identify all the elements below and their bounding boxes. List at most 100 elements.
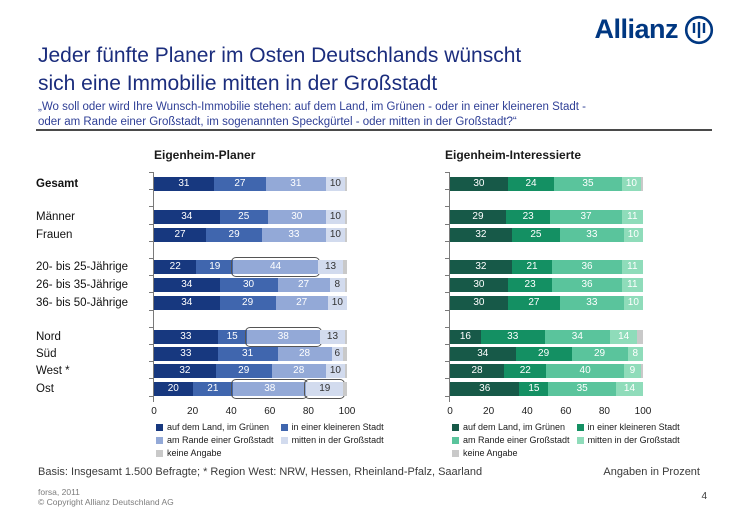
bar-segment: 10	[623, 228, 643, 242]
bar-row: 31 27 31 10	[154, 177, 347, 191]
page-title: Jeder fünfte Planer im Osten Deutschland…	[38, 42, 521, 98]
y-axis-line	[153, 172, 154, 402]
bar-segment: 30	[219, 278, 278, 292]
x-axis-tick-label: 40	[521, 406, 533, 417]
bar-row: 22 19 44 13	[154, 257, 347, 277]
page-number: 4	[701, 491, 707, 502]
bar-segment: 34	[450, 347, 516, 361]
bar-segment: 35	[554, 177, 622, 191]
x-axis-tick-label: 60	[560, 406, 572, 417]
bar-segment	[345, 177, 347, 191]
legend-label: am Rande einer Großstadt	[463, 435, 570, 445]
legend-label: auf dem Land, im Grünen	[463, 422, 566, 432]
bar-segment: 29	[450, 210, 506, 224]
bar-segment: 44	[231, 257, 320, 277]
survey-question-line1: „Wo soll oder wird Ihre Wunsch-Immobilie…	[38, 101, 586, 113]
bar-segment	[343, 260, 347, 274]
bar-segment: 31	[265, 177, 326, 191]
legend-label: keine Angabe	[463, 448, 518, 458]
bar-segment: 34	[154, 210, 220, 224]
y-axis-tick	[149, 189, 154, 191]
bar-segment: 33	[560, 296, 624, 310]
legend-label: keine Angabe	[167, 448, 222, 458]
bar-segment: 20	[154, 382, 193, 396]
bar-segment: 22	[504, 364, 547, 378]
bar-segment: 28	[277, 347, 332, 361]
bar-segment: 9	[623, 364, 642, 378]
y-axis-tick	[149, 240, 154, 242]
source-note: forsa, 2011	[38, 487, 80, 497]
bar-segment: 29	[571, 347, 628, 361]
allianz-logo-text: Allianz	[594, 14, 678, 44]
category-label: Ost	[36, 383, 54, 395]
legend-swatch-icon	[156, 449, 163, 457]
bar-segment: 32	[450, 260, 512, 274]
y-axis-tick	[445, 240, 450, 242]
y-axis-tick	[445, 395, 450, 397]
y-axis-tick	[149, 326, 154, 328]
legend-item: keine Angabe	[452, 448, 570, 458]
bar-segment: 24	[507, 177, 555, 191]
x-axis-tick-label: 100	[634, 406, 652, 417]
bar-segment: 32	[154, 364, 216, 378]
legend-item: mitten in der Großstadt	[576, 435, 680, 445]
bar-segment: 15	[519, 382, 549, 396]
y-axis-tick	[445, 258, 450, 259]
bar-segment: 29	[219, 296, 276, 310]
bar-segment: 30	[450, 278, 508, 292]
x-axis-tick-label: 80	[598, 406, 610, 417]
y-axis-tick	[149, 206, 154, 208]
bar-segment: 33	[154, 330, 218, 344]
bar-segment: 22	[154, 260, 197, 274]
legend-swatch-icon	[280, 423, 288, 431]
legend-item: mitten in der Großstadt	[280, 435, 384, 445]
bar-segment: 8	[627, 347, 643, 361]
basis-note: Basis: Insgesamt 1.500 Befragte; * Regio…	[38, 466, 483, 478]
bar-segment: 11	[621, 278, 643, 292]
bar-segment: 34	[154, 278, 220, 292]
chart-title-interessierte: Eigenheim-Interessierte	[445, 148, 582, 162]
bar-segment: 21	[511, 260, 553, 274]
bar-segment: 33	[154, 347, 218, 361]
bar-row: 20 21 38 19	[154, 379, 347, 399]
legend-swatch-icon	[156, 423, 163, 431]
bar-segment: 29	[215, 364, 272, 378]
bar-segment: 36	[450, 382, 520, 396]
y-axis-tick	[149, 361, 154, 363]
category-label: Männer	[36, 211, 75, 223]
chart-legend: auf dem Land, im Grünen in einer kleinere…	[156, 422, 384, 458]
bar-row: 16 33 34 14	[450, 330, 643, 344]
x-axis-tick-label: 0	[447, 406, 453, 417]
legend-swatch-icon	[156, 436, 163, 444]
category-label: 26- bis 35-Jährige	[36, 279, 129, 291]
legend-item: am Rande einer Großstadt	[452, 435, 570, 445]
y-axis-tick	[445, 344, 450, 345]
bar-segment: 14	[615, 382, 643, 396]
bar-segment: 10	[325, 177, 346, 191]
y-axis-tick	[445, 172, 450, 173]
bar-segment	[345, 210, 347, 224]
bar-segment	[641, 364, 643, 378]
bar-segment: 33	[480, 330, 545, 344]
legend-swatch-icon	[452, 423, 459, 431]
bar-segment: 35	[548, 382, 616, 396]
bar-segment: 40	[546, 364, 624, 378]
y-axis-tick	[445, 326, 450, 328]
bar-segment	[343, 347, 347, 361]
category-label: Süd	[36, 348, 57, 360]
category-label: Nord	[36, 331, 61, 343]
bar-segment: 23	[507, 278, 553, 292]
category-label: 36- bis 50-Jährige	[36, 297, 129, 309]
legend-label: am Rande einer Großstadt	[167, 435, 274, 445]
y-axis-tick	[149, 378, 154, 380]
bar-segment: 10	[327, 296, 347, 310]
legend-label: mitten in der Großstadt	[587, 435, 680, 445]
y-axis-tick	[445, 275, 450, 277]
bar-segment: 25	[219, 210, 268, 224]
bar-segment: 30	[267, 210, 326, 224]
bar-segment: 10	[325, 228, 346, 242]
bar-segment: 31	[154, 177, 214, 191]
y-axis-tick	[445, 292, 450, 294]
bar-segment: 27	[275, 296, 328, 310]
